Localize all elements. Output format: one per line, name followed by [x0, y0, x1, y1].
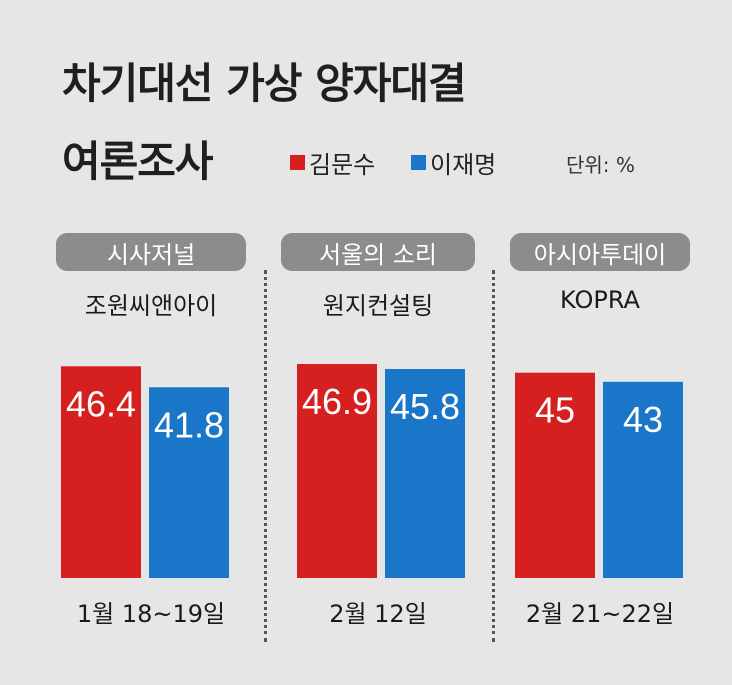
legend-label-lee: 이재명: [430, 151, 497, 179]
legend-swatch-blue: [411, 155, 426, 170]
pollster-label-2: 원지컨설팅: [322, 292, 434, 320]
value-label-lee-1: 41.8: [154, 404, 224, 445]
unit-label: 단위: %: [566, 153, 635, 177]
legend-swatch-red: [290, 155, 305, 170]
value-label-lee-3: 43: [623, 399, 663, 440]
bar-kim-2: [297, 364, 377, 578]
value-label-lee-2: 45.8: [390, 386, 460, 427]
outlet-pill-3: 아시아투데이: [510, 233, 690, 271]
chart-title-line1: 차기대선 가상 양자대결: [62, 59, 467, 108]
group-divider-1: [264, 270, 267, 642]
group-divider-2: [492, 270, 495, 642]
pollster-label-3: KOPRA: [560, 286, 640, 314]
outlet-pill-1: 시사저널: [56, 233, 246, 271]
date-label-1: 1월 18~19일: [76, 600, 226, 628]
legend-item-lee: 이재명: [411, 145, 496, 180]
chart-title-line2: 여론조사: [62, 137, 214, 186]
date-label-2: 2월 12일: [329, 600, 427, 628]
value-label-kim-1: 46.4: [66, 383, 136, 424]
pollster-label-1: 조원씨앤아이: [84, 292, 218, 320]
legend-item-kim: 김문수: [290, 145, 375, 180]
bar-lee-1: [149, 387, 229, 578]
outlet-pill-2: 서울의 소리: [281, 233, 475, 271]
legend-label-kim: 김문수: [309, 151, 376, 179]
bar-lee-3: [603, 381, 683, 578]
bar-kim-3: [515, 372, 595, 578]
value-label-kim-3: 45: [535, 390, 575, 431]
bar-lee-2: [385, 369, 465, 578]
value-label-kim-2: 46.9: [302, 381, 372, 422]
date-label-3: 2월 21~22일: [525, 600, 675, 628]
bar-kim-1: [61, 366, 141, 578]
